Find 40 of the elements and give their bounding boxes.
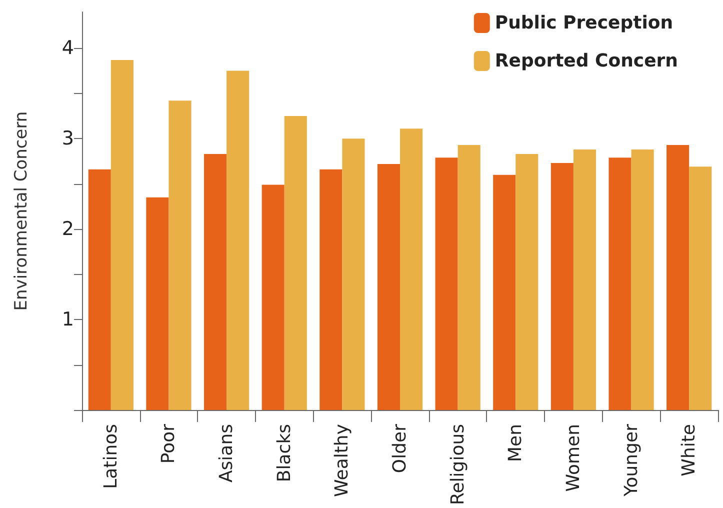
y-tick-label: 4 bbox=[62, 37, 74, 60]
bar bbox=[689, 166, 712, 410]
x-tick-label: Women bbox=[562, 424, 584, 492]
x-tick-label: Poor bbox=[158, 423, 180, 464]
x-tick-label: Younger bbox=[620, 423, 642, 498]
bar bbox=[458, 144, 480, 410]
bar bbox=[262, 184, 284, 410]
x-tick-label: Blacks bbox=[274, 424, 295, 482]
y-tick-label: 2 bbox=[62, 218, 74, 240]
x-tick-label: Men bbox=[505, 424, 526, 462]
bar bbox=[146, 197, 169, 410]
bar bbox=[204, 154, 227, 410]
bar bbox=[284, 116, 307, 410]
y-tick-label: 3 bbox=[62, 128, 74, 150]
y-tick-label: 1 bbox=[62, 308, 74, 331]
bar bbox=[493, 174, 516, 410]
x-tick-label: Latinos bbox=[100, 424, 122, 489]
bar bbox=[631, 149, 654, 410]
legend-label: Reported Concern bbox=[494, 50, 678, 72]
x-tick-label: Religious bbox=[447, 424, 468, 505]
bar bbox=[550, 163, 574, 410]
bar bbox=[666, 144, 690, 410]
bar bbox=[342, 138, 365, 410]
bar bbox=[573, 149, 596, 410]
x-tick-label: Older bbox=[390, 423, 410, 474]
bar bbox=[608, 158, 632, 410]
bar bbox=[320, 169, 342, 410]
bar bbox=[516, 154, 538, 410]
bar bbox=[377, 164, 400, 410]
legend-label: Public Preception bbox=[494, 12, 674, 34]
x-tick-label: Wealthy bbox=[332, 424, 353, 497]
y-axis-title: Environmental Concern bbox=[12, 111, 32, 311]
bar bbox=[88, 169, 111, 410]
bar bbox=[226, 70, 250, 410]
bar bbox=[400, 128, 423, 410]
bar bbox=[435, 158, 458, 410]
x-tick-label: White bbox=[678, 424, 700, 476]
bar bbox=[168, 100, 192, 410]
bar bbox=[110, 60, 134, 410]
x-tick-label: Asians bbox=[216, 424, 238, 483]
